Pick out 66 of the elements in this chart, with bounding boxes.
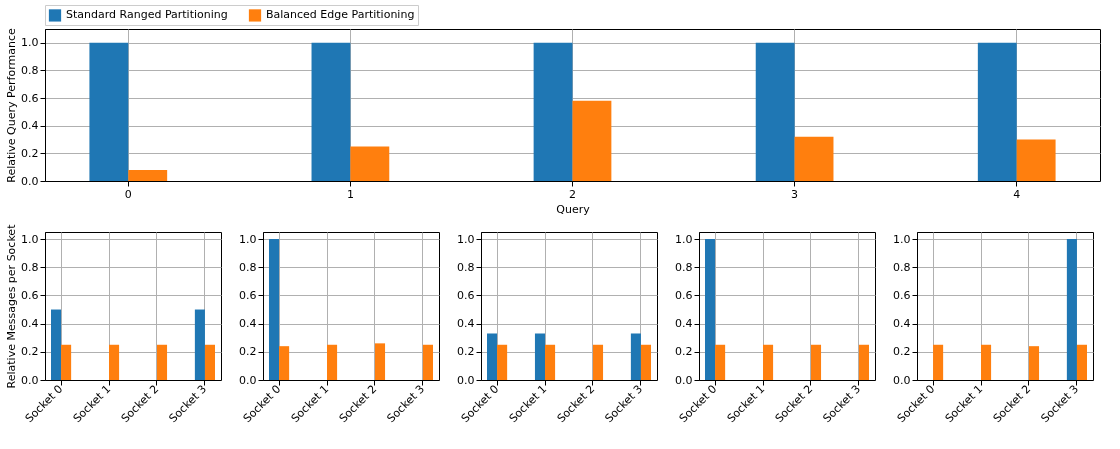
bar — [374, 343, 386, 380]
x-tick-label: 2 — [569, 187, 576, 201]
y-tick-label: 1.0 — [239, 232, 257, 246]
bar — [279, 346, 290, 380]
bar — [268, 239, 280, 380]
y-tick-label: 0.2 — [21, 146, 39, 160]
y-tick-label: 0.8 — [21, 63, 39, 77]
y-tick-label: 0.0 — [21, 373, 39, 387]
y-tick-label: 0.6 — [21, 91, 39, 105]
y-tick-label: 0.4 — [239, 317, 257, 331]
y-tick-label: 0.6 — [893, 288, 911, 302]
y-tick-label: 1.0 — [21, 36, 39, 50]
y-tick-label: 0.8 — [239, 260, 257, 274]
bar — [977, 42, 1017, 181]
y-tick-label: 0.8 — [21, 260, 39, 274]
bar — [981, 344, 992, 380]
y-tick-label: 0.2 — [457, 345, 475, 359]
y-tick-label: 0.4 — [21, 317, 39, 331]
y-tick-label: 0.0 — [457, 373, 475, 387]
y-tick-label: 0.4 — [893, 317, 911, 331]
x-axis-title: Query — [556, 202, 591, 216]
y-tick-label: 0.2 — [675, 345, 693, 359]
y-tick-label: 0.4 — [21, 119, 39, 133]
y-tick-label: 0.8 — [893, 260, 911, 274]
legend-label: Standard Ranged Partitioning — [66, 8, 228, 22]
bar — [422, 344, 434, 380]
bar — [89, 42, 129, 181]
y-tick-label: 0.6 — [457, 288, 475, 302]
y-tick-label: 0.0 — [21, 174, 39, 188]
y-tick-label: 0.4 — [457, 317, 475, 331]
x-tick-label: 1 — [346, 187, 354, 201]
bar — [755, 42, 795, 181]
bar — [128, 169, 168, 181]
y-tick-label: 0.0 — [893, 373, 911, 387]
y-tick-label: 1.0 — [457, 232, 475, 246]
bar — [1076, 344, 1088, 380]
y-tick-label: 0.8 — [457, 260, 475, 274]
bar — [1066, 239, 1077, 380]
x-tick-label: 4 — [1013, 187, 1021, 201]
bar — [1016, 139, 1056, 181]
bar — [572, 100, 612, 181]
bar — [794, 136, 834, 181]
bar — [327, 344, 338, 380]
y-tick-label: 1.0 — [21, 232, 39, 246]
y-tick-label: 0.2 — [893, 345, 911, 359]
y-tick-label: 0.2 — [239, 345, 257, 359]
bar — [533, 42, 573, 181]
bar — [1028, 346, 1040, 380]
y-tick-label: 1.0 — [893, 232, 911, 246]
bar — [933, 344, 944, 380]
x-tick-label: 3 — [791, 187, 799, 201]
y-tick-label: 0.0 — [675, 373, 693, 387]
y-tick-label: 0.0 — [239, 373, 257, 387]
y-tick-label: 0.4 — [675, 317, 693, 331]
y-tick-label: 0.2 — [21, 345, 39, 359]
bar — [311, 42, 351, 181]
y-tick-label: 1.0 — [675, 232, 693, 246]
y-tick-label: 0.6 — [675, 288, 693, 302]
y-tick-label: 0.6 — [239, 288, 257, 302]
y-axis-title: Relative Messages per Socket — [5, 223, 19, 389]
y-tick-label: 0.6 — [21, 288, 39, 302]
y-tick-label: 0.8 — [675, 260, 693, 274]
y-axis-title: Relative Query Performance — [5, 28, 19, 183]
x-tick-label: 0 — [124, 187, 132, 201]
legend-label: Balanced Edge Partitioning — [266, 8, 415, 22]
bar — [350, 146, 390, 181]
